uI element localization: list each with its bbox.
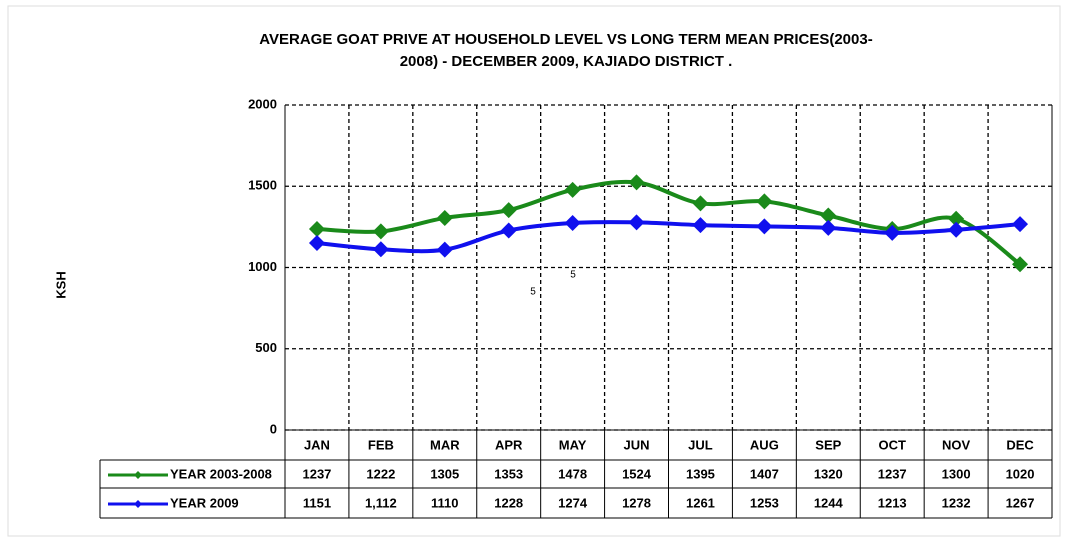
legend-marker <box>134 500 142 508</box>
table-value: 1237 <box>878 466 907 481</box>
data-point <box>308 220 325 237</box>
table-value: 1,112 <box>365 495 397 510</box>
x-tick-label: SEP <box>815 437 841 452</box>
data-point <box>820 219 837 236</box>
table-value: 1478 <box>558 466 587 481</box>
table-value: 1395 <box>686 466 715 481</box>
data-point <box>628 174 645 191</box>
data-point <box>500 222 517 239</box>
x-tick-label: FEB <box>368 437 394 452</box>
y-tick-label: 1000 <box>248 259 277 274</box>
table-value: 1020 <box>1006 466 1035 481</box>
table-value: 1222 <box>366 466 395 481</box>
x-tick-label: JUL <box>688 437 713 452</box>
data-point <box>692 195 709 212</box>
data-point <box>436 209 453 226</box>
data-point <box>308 234 325 251</box>
table-value: 1274 <box>558 495 588 510</box>
table-value: 1228 <box>494 495 523 510</box>
table-value: 1353 <box>494 466 523 481</box>
table-value: 1213 <box>878 495 907 510</box>
table-value: 1110 <box>431 495 459 510</box>
legend-label: YEAR 2009 <box>170 495 239 510</box>
series-line <box>316 220 1021 254</box>
table-value: 1320 <box>814 466 843 481</box>
table-value: 1261 <box>686 495 715 510</box>
x-tick-label: MAR <box>430 437 460 452</box>
table-value: 1278 <box>622 495 651 510</box>
data-point <box>1012 216 1029 233</box>
legend-label: YEAR 2003-2008 <box>170 466 272 481</box>
x-tick-label: JAN <box>304 437 330 452</box>
data-point <box>628 214 645 231</box>
table-value: 1524 <box>622 466 652 481</box>
x-tick-label: AUG <box>750 437 779 452</box>
data-point <box>500 202 517 219</box>
x-tick-label: OCT <box>878 437 906 452</box>
y-tick-label: 2000 <box>248 96 277 111</box>
data-point <box>820 207 837 224</box>
table-value: 1267 <box>1006 495 1035 510</box>
annotation: 5 <box>570 270 576 281</box>
y-tick-label: 0 <box>270 421 277 436</box>
chart-border <box>7 5 1061 537</box>
data-point <box>884 224 901 241</box>
data-point <box>436 241 453 258</box>
table-value: 1407 <box>750 466 779 481</box>
x-tick-label: DEC <box>1006 437 1034 452</box>
x-tick-label: NOV <box>942 437 971 452</box>
data-point <box>564 214 581 231</box>
table-value: 1151 <box>303 495 331 510</box>
annotation: 5 <box>530 287 536 298</box>
y-tick-label: 500 <box>255 340 277 355</box>
x-tick-label: APR <box>495 437 523 452</box>
data-point <box>948 210 965 227</box>
legend-marker <box>134 471 142 479</box>
y-axis-label: KSH <box>53 271 68 298</box>
table-value: 1253 <box>750 495 779 510</box>
chart-title: AVERAGE GOAT PRIVE AT HOUSEHOLD LEVEL VS… <box>259 31 872 70</box>
data-point <box>756 218 773 235</box>
x-tick-label: JUN <box>624 437 650 452</box>
data-point <box>692 217 709 234</box>
data-point <box>372 241 389 258</box>
data-point <box>564 181 581 198</box>
table-value: 1305 <box>430 466 459 481</box>
table-value: 1232 <box>942 495 971 510</box>
data-point <box>372 223 389 240</box>
data-point <box>756 193 773 210</box>
y-tick-label: 1500 <box>248 178 277 193</box>
table-value: 1237 <box>302 466 331 481</box>
data-point <box>948 221 965 238</box>
table-value: 1244 <box>814 495 844 510</box>
table-value: 1300 <box>942 466 971 481</box>
data-point <box>1012 256 1029 273</box>
x-tick-label: MAY <box>559 437 587 452</box>
